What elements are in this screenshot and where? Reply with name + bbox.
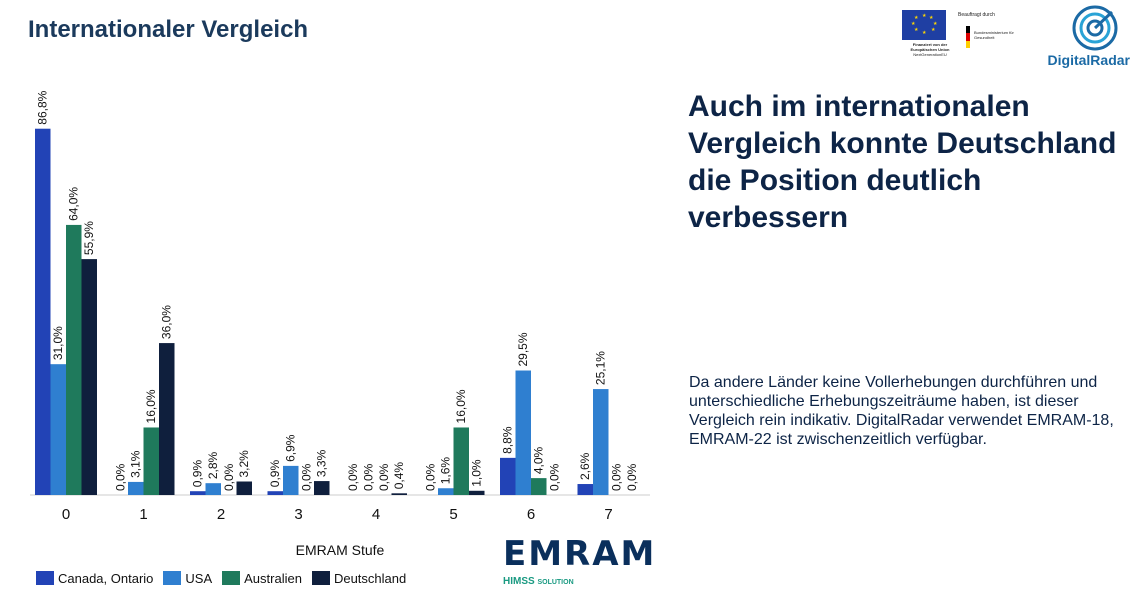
data-label: 64,0% bbox=[67, 187, 81, 221]
bar bbox=[438, 488, 454, 495]
x-tick-label: 4 bbox=[372, 506, 380, 523]
bmg-label: Beauftragt durch bbox=[958, 12, 995, 18]
bar bbox=[81, 259, 97, 495]
bar bbox=[469, 490, 485, 495]
bar bbox=[50, 364, 66, 495]
data-label: 1,6% bbox=[439, 457, 453, 485]
data-label: 0,0% bbox=[222, 463, 236, 491]
bar bbox=[531, 478, 547, 495]
bar bbox=[500, 457, 516, 495]
x-tick-label: 3 bbox=[294, 506, 302, 523]
bar bbox=[453, 427, 469, 495]
data-label: 3,2% bbox=[237, 450, 251, 478]
legend-label: USA bbox=[185, 571, 213, 587]
legend-item: Deutschland bbox=[311, 571, 407, 587]
bar bbox=[159, 343, 175, 495]
bar bbox=[391, 493, 407, 495]
legend-swatch bbox=[311, 571, 330, 586]
legend-item: Canada, Ontario bbox=[36, 571, 153, 586]
data-label: 0,0% bbox=[361, 463, 375, 491]
data-label: 36,0% bbox=[160, 305, 174, 339]
x-tick-label: 0 bbox=[62, 506, 70, 523]
german-flag-icon bbox=[966, 26, 970, 48]
data-label: 0,0% bbox=[346, 463, 360, 491]
bar bbox=[128, 481, 144, 495]
page-title: Internationaler Vergleich bbox=[28, 16, 309, 43]
data-label: 2,6% bbox=[578, 452, 592, 480]
bar bbox=[577, 484, 593, 495]
data-label: 0,9% bbox=[191, 460, 205, 488]
data-label: 6,9% bbox=[284, 434, 298, 462]
x-tick-label: 6 bbox=[527, 506, 535, 523]
legend-item: Australien bbox=[222, 571, 302, 586]
data-label: 31,0% bbox=[51, 326, 65, 360]
data-label: 2,8% bbox=[206, 452, 220, 480]
chart-legend: Canada, Ontario USA Australien Deutschland bbox=[36, 570, 416, 586]
bmg-name: Bundesministerium für Gesundheit bbox=[974, 30, 1014, 40]
data-label: 16,0% bbox=[454, 389, 468, 423]
data-label: 0,0% bbox=[625, 463, 639, 491]
headline: Auch im internationalen Vergleich konnte… bbox=[688, 90, 1117, 234]
x-tick-label: 2 bbox=[217, 506, 225, 523]
eu-caption: Finanziert von der Europäischen Union Ne… bbox=[910, 42, 950, 57]
data-label: 0,0% bbox=[547, 463, 561, 491]
digitalradar-radar-icon bbox=[1072, 5, 1118, 51]
data-label: 25,1% bbox=[594, 351, 608, 385]
bar bbox=[66, 224, 82, 496]
x-tick-label: 1 bbox=[139, 506, 147, 523]
bar bbox=[236, 481, 252, 495]
data-label: 86,8% bbox=[36, 90, 50, 124]
bar bbox=[267, 491, 283, 495]
x-tick-label: 5 bbox=[449, 506, 457, 523]
data-label: 8,8% bbox=[501, 426, 515, 454]
legend-swatch bbox=[222, 571, 241, 586]
legend-label: Australien bbox=[244, 571, 302, 587]
sponsor-logos: ★ ★ ★ ★ ★ ★ ★ ★ Finanziert von der Europ… bbox=[900, 4, 1130, 68]
data-label: 0,0% bbox=[423, 463, 437, 491]
bar bbox=[35, 128, 51, 496]
eu-flag-icon: ★ ★ ★ ★ ★ ★ ★ ★ bbox=[902, 10, 946, 40]
legend-label: Deutschland bbox=[333, 571, 407, 587]
bar bbox=[283, 465, 299, 495]
legend-label: Canada, Ontario bbox=[58, 571, 154, 587]
bar bbox=[515, 370, 531, 495]
bar bbox=[190, 491, 206, 495]
bar bbox=[205, 483, 221, 495]
bar bbox=[143, 427, 159, 495]
emram-logo: EMRAM HIMSS SOLUTION bbox=[503, 534, 657, 587]
data-label: 1,0% bbox=[470, 459, 484, 487]
bar bbox=[593, 389, 609, 495]
x-tick-label: 7 bbox=[604, 506, 612, 523]
data-label: 0,0% bbox=[299, 463, 313, 491]
bar bbox=[314, 481, 330, 495]
data-label: 3,1% bbox=[129, 450, 143, 478]
disclaimer-note: Da andere Länder keine Vollerhebungen du… bbox=[689, 374, 1114, 448]
data-label: 55,9% bbox=[82, 221, 96, 255]
legend-item: USA bbox=[163, 571, 212, 586]
data-label: 0,0% bbox=[609, 463, 623, 491]
data-label: 29,5% bbox=[516, 332, 530, 366]
data-label: 3,3% bbox=[315, 449, 329, 477]
data-label: 0,4% bbox=[392, 462, 406, 490]
x-axis-label: EMRAM Stufe bbox=[296, 542, 385, 558]
legend-swatch bbox=[163, 571, 182, 586]
legend-swatch bbox=[36, 571, 54, 586]
data-label: 4,0% bbox=[532, 446, 546, 474]
data-label: 0,0% bbox=[113, 463, 127, 491]
emram-bar-chart: 86,8%31,0%64,0%55,9%00,0% 3,1%16,0%36,0%1… bbox=[30, 90, 650, 558]
digitalradar-logo-text: DigitalRadar bbox=[1047, 52, 1130, 68]
data-label: 16,0% bbox=[144, 389, 158, 423]
data-label: 0,0% bbox=[377, 463, 391, 491]
data-label: 0,9% bbox=[268, 460, 282, 488]
